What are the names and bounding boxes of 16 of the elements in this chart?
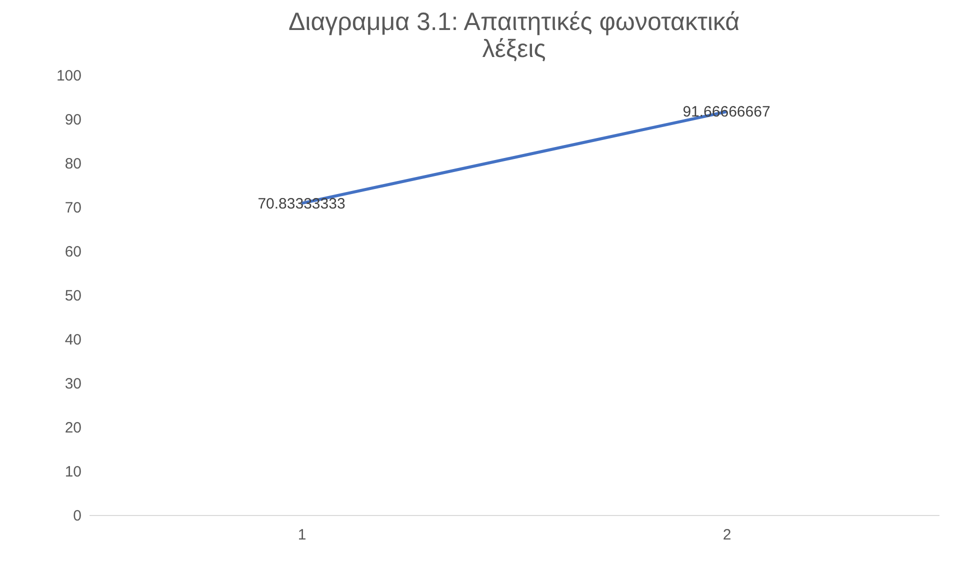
y-tick-label: 90	[64, 112, 82, 128]
y-tick-label: 0	[73, 508, 82, 524]
y-tick-label: 30	[64, 376, 82, 392]
y-tick-label: 40	[64, 332, 82, 348]
y-tick-label: 50	[64, 288, 82, 304]
data-label: 91.66666667	[682, 104, 770, 121]
x-tick-label: 2	[722, 526, 732, 544]
y-tick-label: 80	[64, 156, 82, 172]
y-tick-label: 100	[56, 68, 82, 84]
y-tick-label: 10	[64, 464, 82, 480]
x-tick-label: 1	[298, 526, 306, 544]
y-tick-label: 60	[64, 244, 82, 260]
chart-title: Διαγραμμα 3.1: Απαιτητικές φωνοτακτικά λέξεις	[288, 8, 740, 63]
data-label: 70.83333333	[258, 195, 346, 212]
y-tick-label: 70	[64, 200, 82, 216]
y-tick-label: 20	[64, 420, 82, 436]
